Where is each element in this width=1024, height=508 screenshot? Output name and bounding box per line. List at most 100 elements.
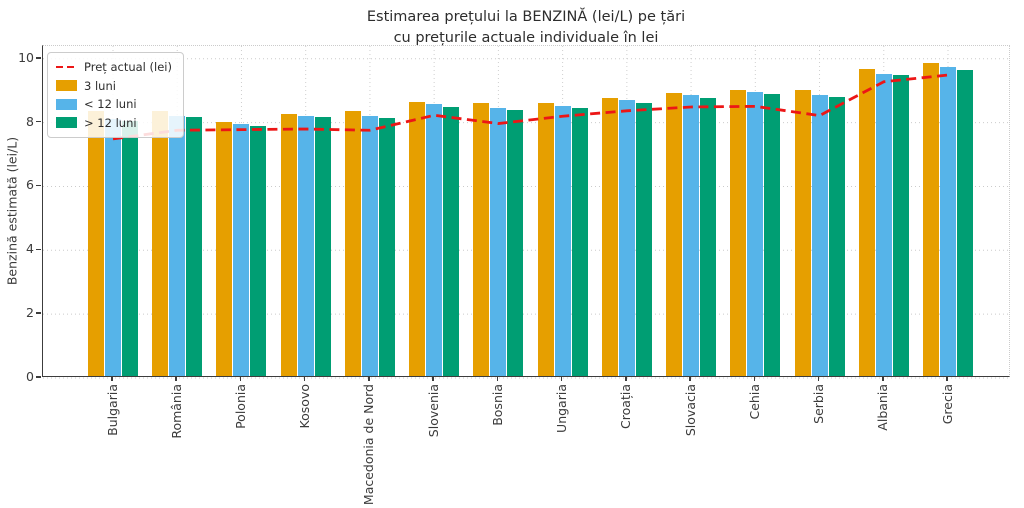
- x-tick-label-Croa-ia: Croația: [618, 384, 634, 429]
- dashed-line-sample: [56, 65, 77, 69]
- legend-label-peste-12-luni: > 12 luni: [84, 115, 137, 130]
- y-tick-label: 8: [26, 113, 34, 129]
- legend-item-sub-12-luni: < 12 luni: [56, 97, 172, 111]
- bar--12-luni-Kosovo: [297, 115, 314, 376]
- y-tick-mark: [36, 120, 41, 123]
- bar--12-luni-Serbia: [828, 96, 845, 376]
- x-tick-label-Bosnia: Bosnia: [489, 384, 505, 426]
- bar--12-luni-Bosnia: [507, 109, 524, 376]
- legend-label-3-luni: 3 luni: [84, 78, 116, 93]
- x-tick-mark: [625, 377, 627, 381]
- chart-title-line2: cu prețurile actuale individuale în lei: [393, 30, 659, 47]
- legend-label-pret-actual: Preț actual (lei): [84, 60, 172, 74]
- chart-title-line1: Estimarea prețului la BENZINĂ (lei/L) pe…: [366, 9, 686, 25]
- y-tick-mark: [36, 312, 41, 314]
- x-tick-mark: [817, 377, 820, 381]
- y-tick-label: 6: [26, 177, 34, 193]
- bar-3-luni-Kosovo: [280, 113, 297, 376]
- bar--12-luni-Slovacia: [683, 95, 700, 376]
- actual-price-line-layer: [112, 73, 949, 141]
- x-tick-mark: [496, 377, 499, 381]
- bar--12-luni-Cehia: [764, 94, 781, 376]
- x-tick-mark: [753, 377, 756, 381]
- bar--12-luni-Polonia: [250, 126, 267, 376]
- bar--12-luni-Bulgaria: [105, 119, 121, 376]
- bar-3-luni-Macedonia-de-Nord: [344, 111, 361, 376]
- bar--12-luni-Ungaria: [571, 107, 588, 376]
- bar-3-luni-Slovenia: [409, 101, 426, 376]
- legend: Preț actual (lei) 3 luni < 12 luni > 12 …: [47, 52, 184, 138]
- x-tick-label-Polonia: Polonia: [232, 384, 248, 429]
- x-tick-label-Ungaria: Ungaria: [554, 384, 570, 433]
- bar--12-luni-Polonia: [233, 124, 250, 376]
- bar--12-luni-Kosovo: [314, 117, 331, 376]
- bar--12-luni-Albania: [892, 75, 909, 376]
- y-tick-mark: [36, 57, 41, 59]
- bar-3-luni-Croa-ia: [601, 97, 618, 376]
- bar--12-luni-Bosnia: [490, 107, 507, 376]
- x-tick-mark: [239, 377, 242, 381]
- bar-3-luni-Cehia: [730, 90, 747, 376]
- bar--12-luni-Slovacia: [700, 98, 717, 376]
- y-tick-label: 4: [26, 241, 34, 257]
- bars-layer: [43, 46, 1009, 376]
- x-tick-label-Macedonia-de-Nord: Macedonia de Nord: [361, 384, 377, 506]
- color-swatch-sub-12-luni: [56, 98, 77, 110]
- bar--12-luni-Ungaria: [554, 105, 571, 376]
- bar--12-luni-Grecia: [957, 69, 973, 376]
- bar--12-luni-Rom-nia: [169, 116, 186, 376]
- plot-area: Preț actual (lei) 3 luni < 12 luni > 12 …: [42, 45, 1011, 379]
- x-tick-label-Albania: Albania: [875, 384, 891, 431]
- actual-price-line: [112, 73, 949, 141]
- color-swatch-3-luni: [56, 80, 77, 91]
- legend-item-peste-12-luni: > 12 luni: [56, 116, 172, 130]
- bar-3-luni-Bosnia: [473, 102, 490, 376]
- x-tick-mark: [560, 377, 563, 381]
- y-tick-mark: [36, 376, 41, 378]
- bar--12-luni-Grecia: [940, 67, 956, 376]
- bar--12-luni-Slovenia: [426, 104, 443, 376]
- y-tick-label: 2: [26, 305, 34, 321]
- bar-3-luni-Rom-nia: [152, 111, 169, 376]
- bar-3-luni-Serbia: [794, 90, 811, 376]
- bar-3-luni-Ungaria: [537, 103, 554, 376]
- x-tick-label-Slovacia: Slovacia: [682, 384, 698, 437]
- x-tick-mark: [882, 377, 884, 381]
- x-tick-mark: [175, 377, 177, 381]
- bar--12-luni-Albania: [875, 73, 892, 376]
- color-swatch-peste-12-luni: [56, 117, 77, 128]
- chart-title: Estimarea prețului la BENZINĂ (lei/L) pe…: [42, 7, 1010, 49]
- bar-3-luni-Bulgaria: [88, 111, 104, 376]
- bar--12-luni-Croa-ia: [618, 100, 635, 376]
- y-tick-label: 10: [18, 49, 34, 65]
- y-tick-mark: [36, 248, 41, 251]
- bar--12-luni-Cehia: [747, 91, 764, 376]
- x-tick-label-Kosovo: Kosovo: [297, 384, 313, 429]
- x-tick-mark: [432, 377, 434, 381]
- bar-3-luni-Albania: [858, 68, 875, 376]
- x-tick-label-Cehia: Cehia: [746, 384, 762, 420]
- x-tick-mark: [368, 377, 370, 381]
- x-tick-label-Slovenia: Slovenia: [425, 384, 441, 438]
- x-tick-label-Bulgaria: Bulgaria: [104, 384, 120, 436]
- legend-label-sub-12-luni: < 12 luni: [84, 97, 137, 111]
- bar-3-luni-Grecia: [923, 63, 939, 376]
- x-tick-mark: [111, 377, 113, 381]
- bar--12-luni-Macedonia-de-Nord: [361, 116, 378, 376]
- bar--12-luni-Bulgaria: [122, 120, 138, 376]
- legend-item-pret-actual: Preț actual (lei): [56, 60, 172, 74]
- y-tick-mark: [36, 184, 41, 187]
- bar--12-luni-Rom-nia: [186, 117, 203, 376]
- legend-item-3-luni: 3 luni: [56, 79, 172, 93]
- y-axis-label: Benzină estimată (lei/L): [4, 136, 20, 286]
- x-tick-mark: [689, 377, 691, 381]
- y-tick-label: 0: [26, 369, 34, 384]
- bar--12-luni-Serbia: [811, 95, 828, 376]
- x-tick-mark: [303, 377, 306, 381]
- bar--12-luni-Croa-ia: [635, 102, 652, 376]
- bar-3-luni-Slovacia: [666, 92, 683, 376]
- x-tick-mark: [946, 377, 948, 381]
- x-tick-label-Rom-nia: România: [168, 384, 184, 439]
- x-tick-label-Grecia: Grecia: [939, 384, 955, 425]
